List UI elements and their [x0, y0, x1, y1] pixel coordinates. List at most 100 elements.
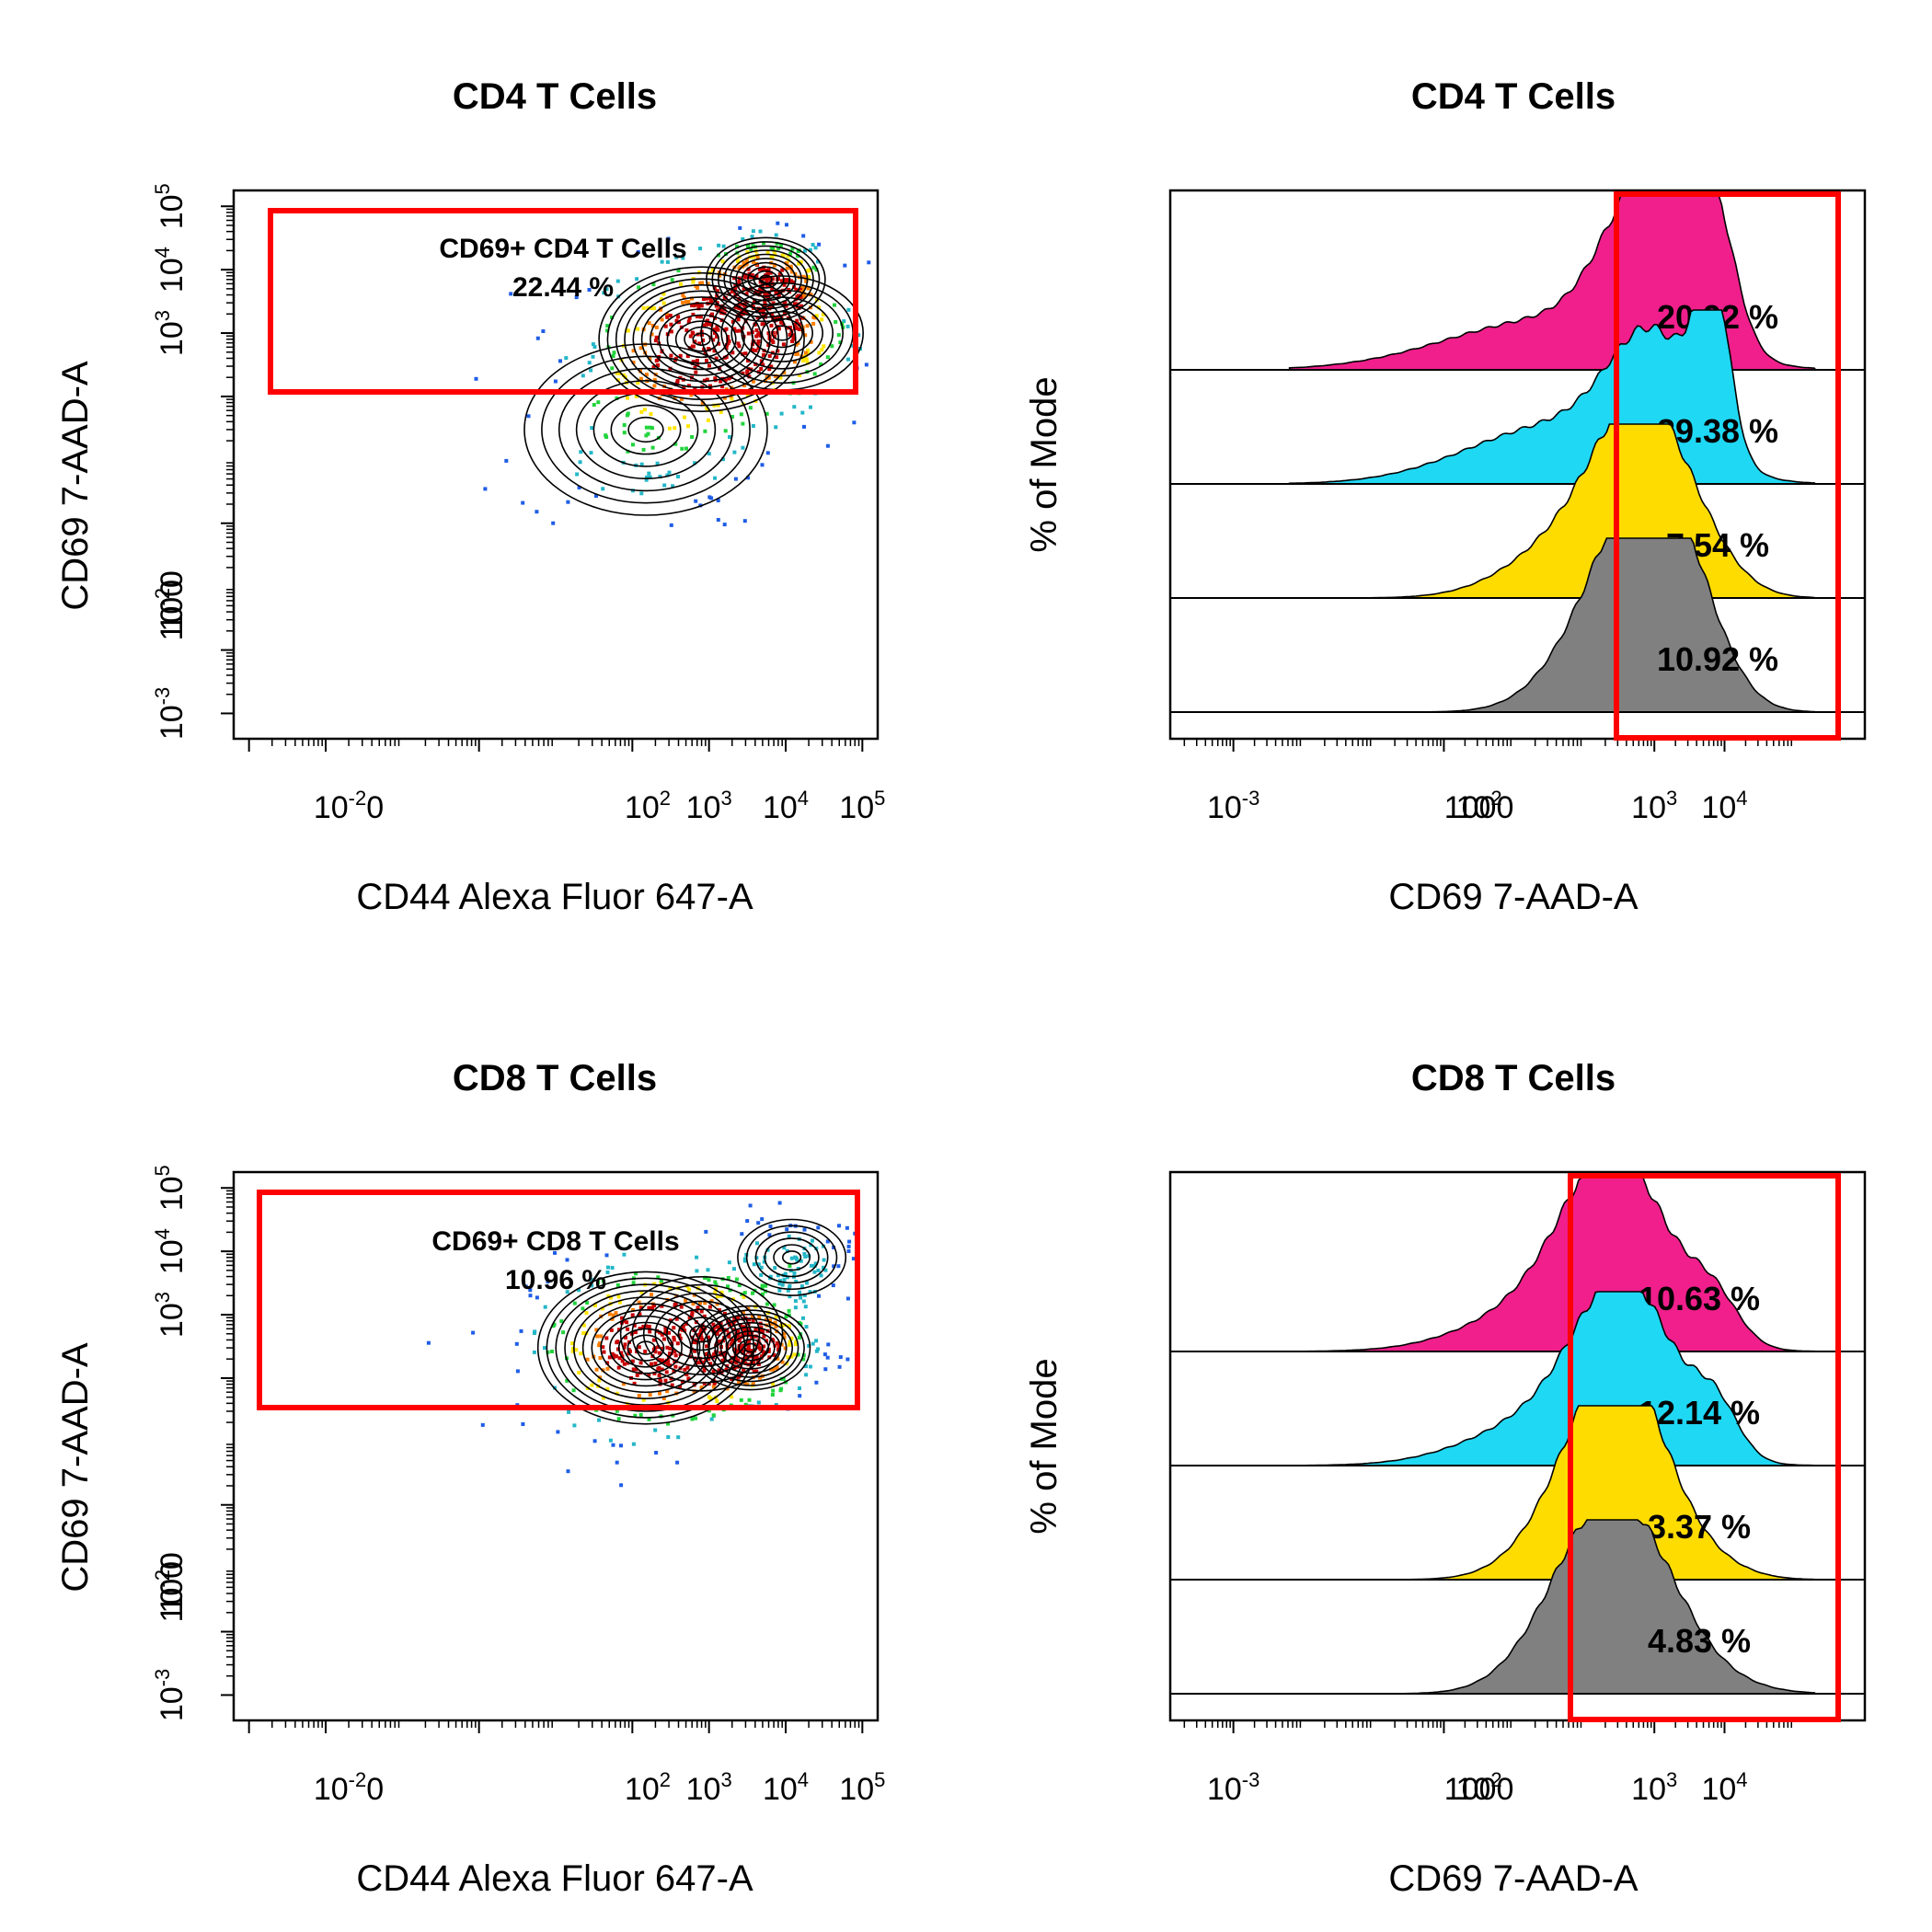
event-dot [646, 305, 650, 310]
event-dot [647, 1305, 651, 1310]
event-dot [772, 1303, 776, 1307]
y-axis-label: % of Mode [1024, 1358, 1064, 1534]
event-dot [754, 274, 759, 279]
event-dot [712, 330, 717, 335]
event-dot [610, 366, 615, 371]
event-dot [756, 339, 761, 343]
tick-label-x: 103 [1631, 1768, 1677, 1807]
event-dot [741, 1311, 745, 1315]
event-dot [814, 1380, 819, 1385]
event-dot [746, 267, 751, 271]
event-dot [707, 452, 711, 456]
tick-label-x: 105 [839, 787, 885, 825]
panel-title: CD4 T Cells [453, 76, 657, 117]
event-dot [713, 376, 718, 381]
event-dot [788, 1324, 791, 1328]
event-dot [590, 426, 594, 431]
contour-line [564, 1290, 728, 1406]
event-dot [745, 369, 750, 374]
event-dot [809, 339, 813, 344]
event-dot [661, 1346, 665, 1351]
event-dot [811, 265, 816, 270]
event-dot [796, 1352, 800, 1357]
event-dot [587, 361, 592, 365]
event-dot [634, 1271, 638, 1276]
y-axis-label: % of Mode [1024, 376, 1064, 552]
event-dot [647, 1373, 651, 1377]
event-dot [741, 236, 745, 241]
event-dot [519, 1328, 523, 1333]
event-dot [601, 487, 605, 491]
event-dot [798, 1320, 801, 1325]
percent-label: 10.92 % [1657, 640, 1778, 678]
event-dot [651, 365, 656, 370]
event-dot [798, 1394, 802, 1398]
event-dot [626, 1327, 630, 1331]
event-dot [722, 523, 727, 527]
event-dot [648, 356, 652, 361]
event-dot [867, 260, 871, 265]
event-dot [781, 254, 786, 259]
event-dot [656, 363, 661, 367]
tick-label-x: 103 [686, 1768, 732, 1807]
event-dot [644, 425, 649, 430]
event-dot [751, 379, 755, 384]
event-dot [699, 1386, 704, 1390]
event-dot [766, 375, 771, 380]
event-dot [684, 1321, 688, 1326]
event-dot [785, 1362, 789, 1366]
event-dot [626, 396, 629, 400]
event-dot [654, 1451, 659, 1455]
tick-label-x: 104 [1701, 787, 1747, 825]
event-dot [737, 1381, 741, 1385]
event-dot [780, 1360, 785, 1364]
event-dot [690, 435, 695, 439]
panel-title: CD8 T Cells [1411, 1058, 1616, 1098]
event-dot [543, 1346, 546, 1351]
event-dot [842, 319, 846, 324]
event-dot [564, 356, 569, 361]
event-dot [741, 1351, 745, 1355]
event-dot [792, 1271, 797, 1275]
event-dot [648, 425, 652, 430]
contour-line [745, 1225, 838, 1291]
event-dot [626, 449, 630, 454]
event-dot [794, 342, 799, 347]
event-dot [775, 241, 779, 246]
contour-line [696, 1309, 805, 1386]
event-dot [669, 523, 673, 527]
event-dot [684, 300, 688, 305]
event-dot [696, 1305, 700, 1310]
event-dot [528, 1288, 533, 1293]
event-dot [736, 1329, 741, 1334]
event-dot [791, 333, 796, 338]
tick-label-x: 104 [763, 1768, 809, 1807]
event-dot [838, 1355, 843, 1360]
event-dot [756, 346, 761, 351]
event-dot [833, 303, 836, 307]
event-dot [619, 1443, 623, 1448]
event-dot [758, 1375, 763, 1380]
event-dot [846, 357, 850, 362]
event-dot [760, 1217, 765, 1222]
event-dot [585, 1301, 590, 1305]
event-dot [611, 1443, 615, 1447]
event-dot [666, 1362, 671, 1366]
event-dot [750, 273, 754, 278]
event-dot [715, 1399, 719, 1403]
event-dot [711, 338, 716, 342]
event-dot [670, 278, 674, 282]
event-dot [787, 1286, 791, 1291]
event-dot [643, 1350, 648, 1353]
event-dot [782, 1335, 787, 1340]
event-dot [608, 1438, 613, 1443]
event-dot [556, 1430, 560, 1434]
event-dot [804, 357, 809, 362]
event-dot [742, 1259, 747, 1263]
event-dot [712, 349, 717, 353]
event-dot [813, 246, 818, 250]
event-dot [738, 1363, 742, 1368]
contour-line [536, 1271, 755, 1425]
contour-line [654, 1300, 749, 1368]
